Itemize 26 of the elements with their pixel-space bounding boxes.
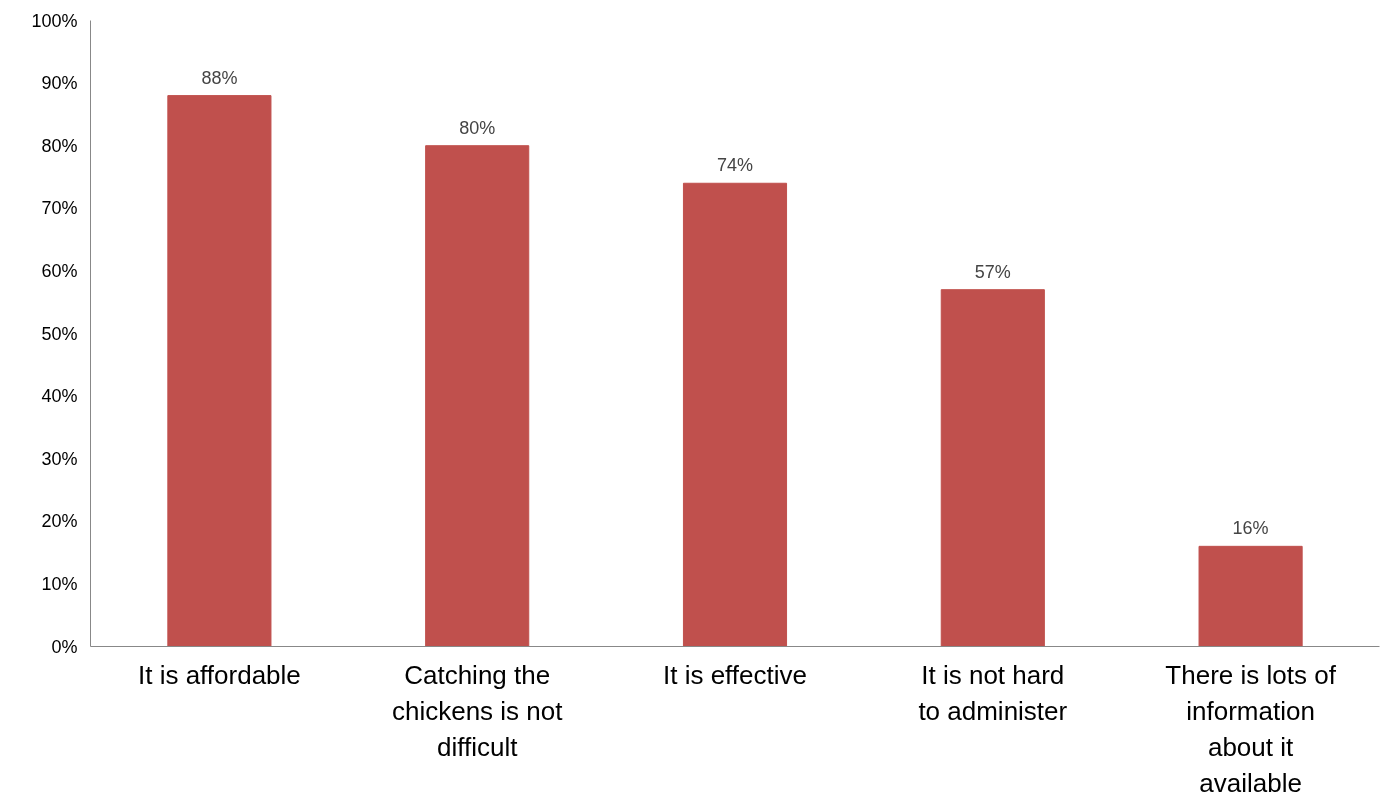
y-tick-label: 0%: [51, 636, 78, 657]
y-tick-label: 30%: [41, 448, 78, 469]
data-label: 74%: [716, 155, 754, 176]
y-tick-label: 60%: [41, 260, 78, 281]
x-tick-label: It is affordable: [137, 659, 301, 690]
data-label: 16%: [1232, 518, 1269, 539]
x-tick-label: There is lots of information about it available: [1165, 659, 1337, 798]
y-tick-label: 100%: [31, 10, 78, 31]
y-tick-label: 90%: [41, 73, 78, 94]
x-tick-label: It is effective: [662, 659, 808, 690]
x-tick-label: It is not hard to administer: [918, 659, 1068, 726]
data-label: 88%: [201, 67, 238, 88]
bar: [1198, 545, 1303, 647]
y-tick-label: 80%: [41, 135, 78, 156]
y-tick-label: 20%: [41, 511, 78, 532]
y-tick-label: 10%: [41, 573, 78, 594]
bar: [167, 95, 272, 647]
data-label: 80%: [459, 117, 496, 138]
y-tick-label: 50%: [41, 323, 78, 344]
bar: [425, 145, 530, 647]
bar: [682, 182, 788, 647]
y-tick-label: 70%: [41, 198, 78, 219]
y-tick-label: 40%: [41, 386, 78, 407]
x-tick-label: Catching the chickens is not difficult: [391, 659, 564, 762]
data-label: 57%: [974, 261, 1011, 282]
bar: [940, 289, 1045, 647]
